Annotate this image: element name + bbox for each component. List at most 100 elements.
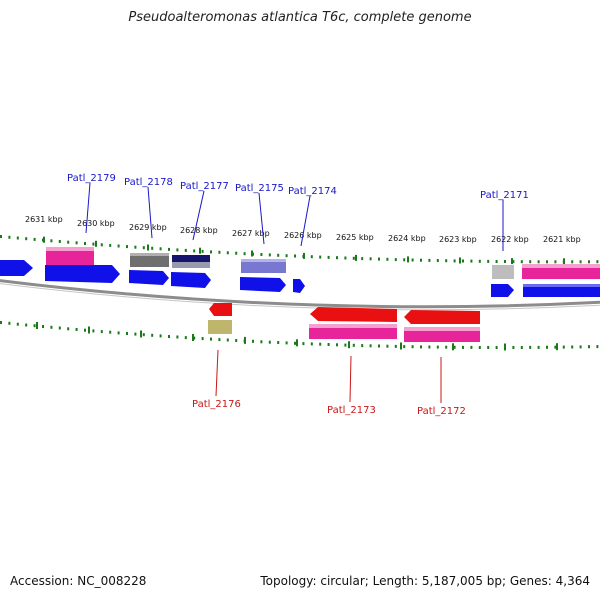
minor-tick <box>403 258 406 262</box>
minor-tick <box>0 321 2 324</box>
kbp-label: 2629 kbp <box>129 223 167 232</box>
gene-label-patl-2179[interactable]: Patl_2179 <box>67 173 116 184</box>
minor-tick <box>453 259 456 263</box>
forward-cds-arrow[interactable] <box>129 270 169 285</box>
minor-tick <box>92 242 95 246</box>
minor-tick <box>428 258 431 262</box>
minor-tick <box>201 337 204 341</box>
magenta-feature-highlight <box>404 327 480 331</box>
minor-tick <box>285 341 288 345</box>
major-tick <box>147 244 149 251</box>
minor-tick <box>126 332 128 335</box>
minor-tick <box>529 260 532 264</box>
minor-tick <box>428 345 431 349</box>
light-gray-feature[interactable] <box>492 265 514 279</box>
minor-tick <box>554 260 557 264</box>
forward-cds-arrow[interactable] <box>491 284 514 297</box>
forward-cds-track <box>0 260 600 297</box>
minor-tick <box>445 259 448 263</box>
magenta-feature[interactable] <box>46 247 94 265</box>
minor-tick <box>554 345 557 349</box>
reverse-cds-track <box>209 303 480 324</box>
kbp-label: 2625 kbp <box>336 233 374 242</box>
magenta-feature-highlight <box>309 324 397 328</box>
kbp-label: 2623 kbp <box>439 235 477 244</box>
lavender-feature-highlight <box>241 259 286 262</box>
lavender-feature[interactable] <box>241 259 286 273</box>
major-tick <box>452 343 454 351</box>
gene-label-patl-2173[interactable]: Patl_2173 <box>327 405 376 416</box>
minor-tick <box>226 338 229 342</box>
kbp-label: 2621 kbp <box>543 235 581 244</box>
gene-label-patl-2176[interactable]: Patl_2176 <box>192 399 241 410</box>
minor-tick <box>25 237 28 241</box>
olive-feature[interactable] <box>208 320 232 334</box>
minor-tick <box>8 235 11 239</box>
minor-tick <box>8 321 11 325</box>
minor-tick <box>100 330 103 334</box>
reverse-feature-track <box>208 320 480 342</box>
forward-cds-bar[interactable] <box>523 284 600 297</box>
minor-tick <box>470 259 473 263</box>
minor-tick <box>117 244 120 248</box>
minor-tick <box>394 258 397 262</box>
forward-cds-arrow[interactable] <box>45 265 120 283</box>
forward-cds-arrow[interactable] <box>171 272 211 288</box>
gene-label-patl-2175[interactable]: Patl_2175 <box>235 183 284 194</box>
minor-tick <box>411 258 414 262</box>
gene-label-patl-2171[interactable]: Patl_2171 <box>480 190 529 201</box>
major-tick <box>192 334 194 341</box>
leader-line <box>258 192 265 245</box>
major-tick <box>504 343 506 351</box>
minor-tick <box>470 345 473 349</box>
reverse-cds-arrow[interactable] <box>404 310 480 324</box>
minor-tick <box>520 346 523 349</box>
minor-tick <box>403 345 406 349</box>
gene-label-patl-2172[interactable]: Patl_2172 <box>417 406 466 417</box>
minor-tick <box>235 339 238 342</box>
leader-line <box>192 190 205 241</box>
minor-tick <box>344 343 347 347</box>
navy-feature-lower <box>172 262 210 268</box>
minor-tick <box>33 324 36 328</box>
minor-tick <box>176 335 179 339</box>
minor-tick <box>126 245 128 249</box>
forward-cds-arrow[interactable] <box>240 277 286 292</box>
minor-tick <box>394 344 397 348</box>
minor-tick <box>579 345 582 349</box>
minor-tick <box>378 344 380 348</box>
minor-tick <box>352 256 355 260</box>
minor-tick <box>436 259 439 262</box>
leader-line <box>147 186 153 239</box>
minor-tick <box>277 253 280 257</box>
gene-label-patl-2177[interactable]: Patl_2177 <box>180 181 229 192</box>
minor-tick <box>420 345 422 349</box>
minor-tick <box>0 235 2 238</box>
minor-tick <box>352 343 355 347</box>
minor-tick <box>462 259 464 263</box>
leader-line <box>349 355 352 403</box>
major-tick <box>355 254 357 261</box>
minor-tick <box>218 250 221 254</box>
minor-tick <box>252 339 254 343</box>
reverse-cds-arrow[interactable] <box>310 307 397 322</box>
minor-tick <box>487 259 490 263</box>
leader-line <box>300 195 311 247</box>
gene-label-patl-2174[interactable]: Patl_2174 <box>288 186 337 197</box>
minor-tick <box>537 345 540 349</box>
forward-cds-arrow[interactable] <box>293 279 305 293</box>
reverse-cds-arrow[interactable] <box>209 303 232 316</box>
minor-tick <box>520 260 523 264</box>
minor-tick <box>504 260 506 263</box>
major-tick <box>140 330 142 338</box>
gene-label-patl-2178[interactable]: Patl_2178 <box>124 177 173 188</box>
minor-tick <box>420 258 422 262</box>
major-tick <box>556 343 558 351</box>
gray-feature[interactable] <box>130 253 169 267</box>
leader-line <box>85 182 91 234</box>
major-tick <box>251 250 253 257</box>
major-tick <box>36 322 38 329</box>
map-title: Pseudoalteromonas atlantica T6c, complet… <box>128 10 472 25</box>
reverse-tick-ring <box>0 321 599 351</box>
forward-cds-arrow[interactable] <box>0 260 33 276</box>
